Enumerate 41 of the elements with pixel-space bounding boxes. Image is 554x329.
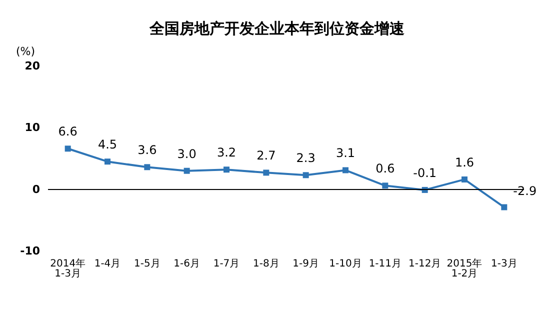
- x-tick-label: 1-9月: [292, 258, 320, 270]
- point: [302, 172, 309, 178]
- y-axis-title: (%): [16, 45, 36, 58]
- chart-title: 全国房地产开发企业本年到位资金增速: [148, 20, 406, 38]
- x-tick-label: 1-8月: [252, 258, 280, 270]
- data-label: 1.6: [454, 155, 474, 170]
- y-tick-label: 10: [24, 121, 40, 134]
- data-label: 4.5: [98, 138, 118, 152]
- x-tick-label: 1-10月: [329, 258, 362, 270]
- x-tick-label: 1-3月: [490, 258, 518, 270]
- data-label: 3.0: [177, 146, 196, 161]
- x-tick-label: 1-12月: [408, 258, 442, 270]
- point: [342, 167, 348, 174]
- point: [64, 146, 71, 152]
- y-tick-label: 20: [24, 60, 40, 72]
- data-label: 3.2: [216, 146, 236, 160]
- x-tick-label: 1-11月: [368, 258, 402, 270]
- data-label: 3.1: [336, 146, 356, 160]
- data-label: -0.1: [413, 166, 437, 180]
- data-label: 2.7: [256, 148, 276, 163]
- y-tick-label: 0: [32, 182, 40, 196]
- data-label: 3.6: [138, 143, 157, 158]
- point: [382, 182, 388, 189]
- point: [263, 170, 270, 176]
- data-label: -2.9: [513, 184, 537, 198]
- point: [184, 168, 190, 174]
- x-tick-label: 1-7月: [213, 258, 240, 270]
- point: [501, 204, 508, 210]
- data-label: 6.6: [58, 124, 78, 139]
- x-tick-label: 2015年 1-2月: [446, 258, 482, 280]
- y-tick-label: -10: [20, 244, 40, 258]
- point: [224, 166, 230, 173]
- x-tick-label: 2014年 1-3月: [50, 258, 86, 280]
- data-label: 0.6: [376, 162, 395, 176]
- data-label: 2.3: [296, 151, 316, 166]
- point: [144, 164, 150, 170]
- point: [104, 158, 110, 165]
- x-tick-label: 1-6月: [174, 258, 200, 270]
- x-tick-label: 1-4月: [94, 258, 121, 270]
- point: [462, 176, 468, 182]
- x-tick-label: 1-5月: [134, 258, 160, 270]
